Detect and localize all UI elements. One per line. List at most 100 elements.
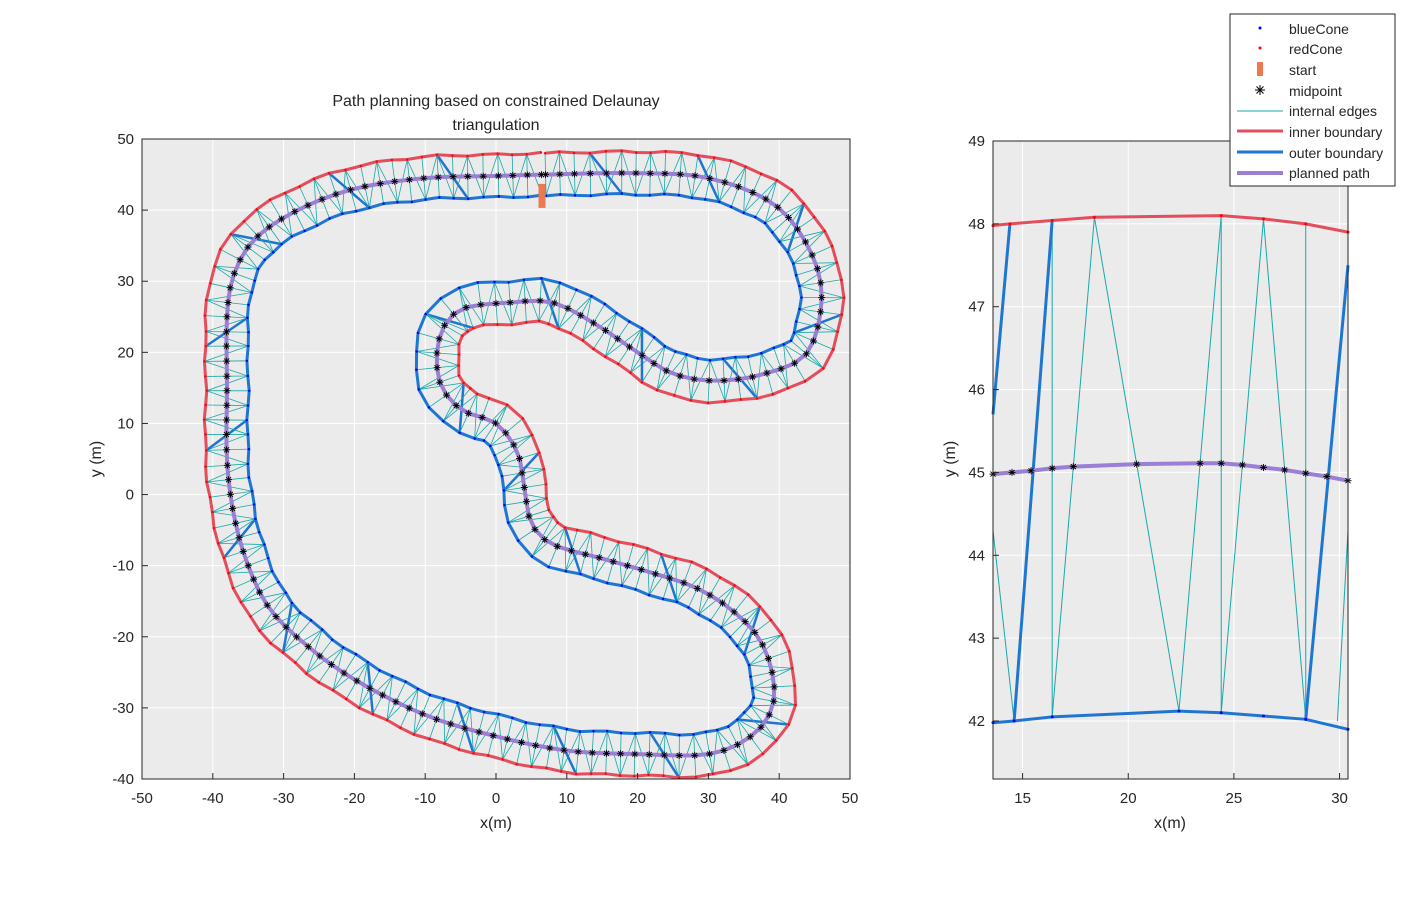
- red-cone: [345, 697, 348, 701]
- blue-cone: [592, 577, 595, 580]
- blue-cone: [708, 359, 712, 362]
- red-cone: [312, 177, 316, 180]
- midpoint: [618, 169, 626, 177]
- red-cone: [788, 650, 791, 653]
- blue-cone: [368, 206, 371, 210]
- blue-cone: [565, 727, 568, 731]
- legend-midpoint-label: midpoint: [1289, 83, 1342, 99]
- midpoint: [817, 279, 825, 287]
- blue-cone: [246, 462, 250, 466]
- blue-cone: [524, 721, 528, 724]
- midpoint: [503, 735, 511, 743]
- zoom-midpoint: [1196, 459, 1204, 467]
- legend-outer-boundary-label: outer boundary: [1289, 145, 1383, 161]
- red-cone: [790, 188, 793, 192]
- midpoint: [586, 169, 594, 177]
- blue-cone: [247, 331, 250, 334]
- midpoint: [447, 720, 455, 728]
- legend-bluecone-label: blueCone: [1289, 21, 1349, 37]
- midpoint: [609, 558, 617, 566]
- blue-cone: [800, 296, 803, 299]
- red-cone: [674, 557, 677, 560]
- midpoint: [646, 169, 654, 177]
- red-cone: [462, 381, 465, 385]
- midpoint: [433, 349, 441, 357]
- red-cone: [205, 389, 208, 392]
- red-cone: [204, 375, 207, 378]
- blue-cone: [782, 343, 785, 346]
- blue-cone: [497, 463, 500, 467]
- zoom-blue-cone: [1304, 717, 1308, 721]
- midpoint: [376, 180, 384, 188]
- red-cone: [294, 661, 297, 664]
- red-cone: [791, 667, 794, 670]
- main-xtick-label: 20: [629, 790, 646, 807]
- midpoint: [366, 684, 374, 692]
- red-cone: [472, 326, 475, 330]
- midpoint: [244, 562, 252, 570]
- zoom-ylabel: y (m): [942, 441, 959, 477]
- main-title-line2: triangulation: [452, 117, 539, 134]
- red-cone: [620, 149, 623, 153]
- zoom-ytick-label: 44: [968, 547, 985, 564]
- red-cone: [769, 618, 773, 622]
- blue-cone: [794, 320, 798, 323]
- blue-cone: [247, 476, 251, 479]
- blue-cone: [500, 475, 504, 478]
- red-cone: [203, 360, 206, 363]
- blue-cone: [789, 339, 793, 342]
- zoom-ytick-label: 43: [968, 630, 985, 647]
- midpoint: [770, 683, 778, 691]
- midpoint: [532, 741, 540, 749]
- midpoint: [461, 724, 469, 732]
- start-marker: [538, 183, 546, 208]
- main-ticks: -50 -40 -30 -20 -10 0 10 20 30 40 50 -40 -30 -20 -10 0 1…: [112, 131, 858, 807]
- midpoint: [602, 749, 610, 757]
- red-cone: [501, 758, 504, 761]
- zoom-midpoint: [1238, 461, 1246, 469]
- blue-cone: [685, 353, 688, 356]
- midpoint: [623, 562, 631, 570]
- blue-cone: [493, 280, 496, 284]
- red-cone: [212, 526, 216, 530]
- red-cone: [375, 160, 378, 163]
- red-cone: [284, 191, 287, 195]
- red-cone: [592, 347, 595, 351]
- red-cone: [208, 496, 212, 499]
- blue-cone: [473, 437, 476, 440]
- red-cone: [203, 314, 207, 317]
- blue-cone: [507, 281, 510, 284]
- red-cone: [558, 150, 561, 154]
- blue-cone: [559, 193, 562, 196]
- midpoint: [759, 641, 767, 649]
- midpoint: [418, 710, 426, 718]
- midpoint: [223, 387, 231, 395]
- blue-cone: [416, 687, 420, 691]
- blue-cone: [634, 732, 637, 735]
- midpoint: [814, 323, 822, 331]
- red-cone: [205, 449, 208, 452]
- blue-cone: [246, 374, 250, 378]
- red-cone: [677, 776, 681, 780]
- midpoint: [523, 171, 531, 179]
- blue-cone: [747, 663, 751, 667]
- zoom-xtick-label: 15: [1014, 790, 1031, 807]
- red-cone: [794, 703, 797, 707]
- blue-cone: [663, 731, 667, 735]
- red-cone: [632, 543, 635, 546]
- midpoint: [263, 601, 271, 609]
- zoom-blue-cone: [1050, 715, 1054, 719]
- midpoint: [817, 308, 825, 316]
- midpoint: [720, 746, 728, 754]
- blue-cone: [697, 613, 701, 616]
- blue-cone: [522, 278, 526, 282]
- red-cone: [204, 330, 208, 333]
- red-cone: [813, 216, 816, 219]
- midpoint: [223, 372, 231, 380]
- red-cone: [576, 528, 579, 532]
- red-cone: [420, 155, 424, 159]
- blue-cone: [579, 572, 582, 576]
- midpoint: [564, 304, 572, 312]
- blue-cone: [250, 490, 254, 493]
- midpoint: [626, 343, 634, 351]
